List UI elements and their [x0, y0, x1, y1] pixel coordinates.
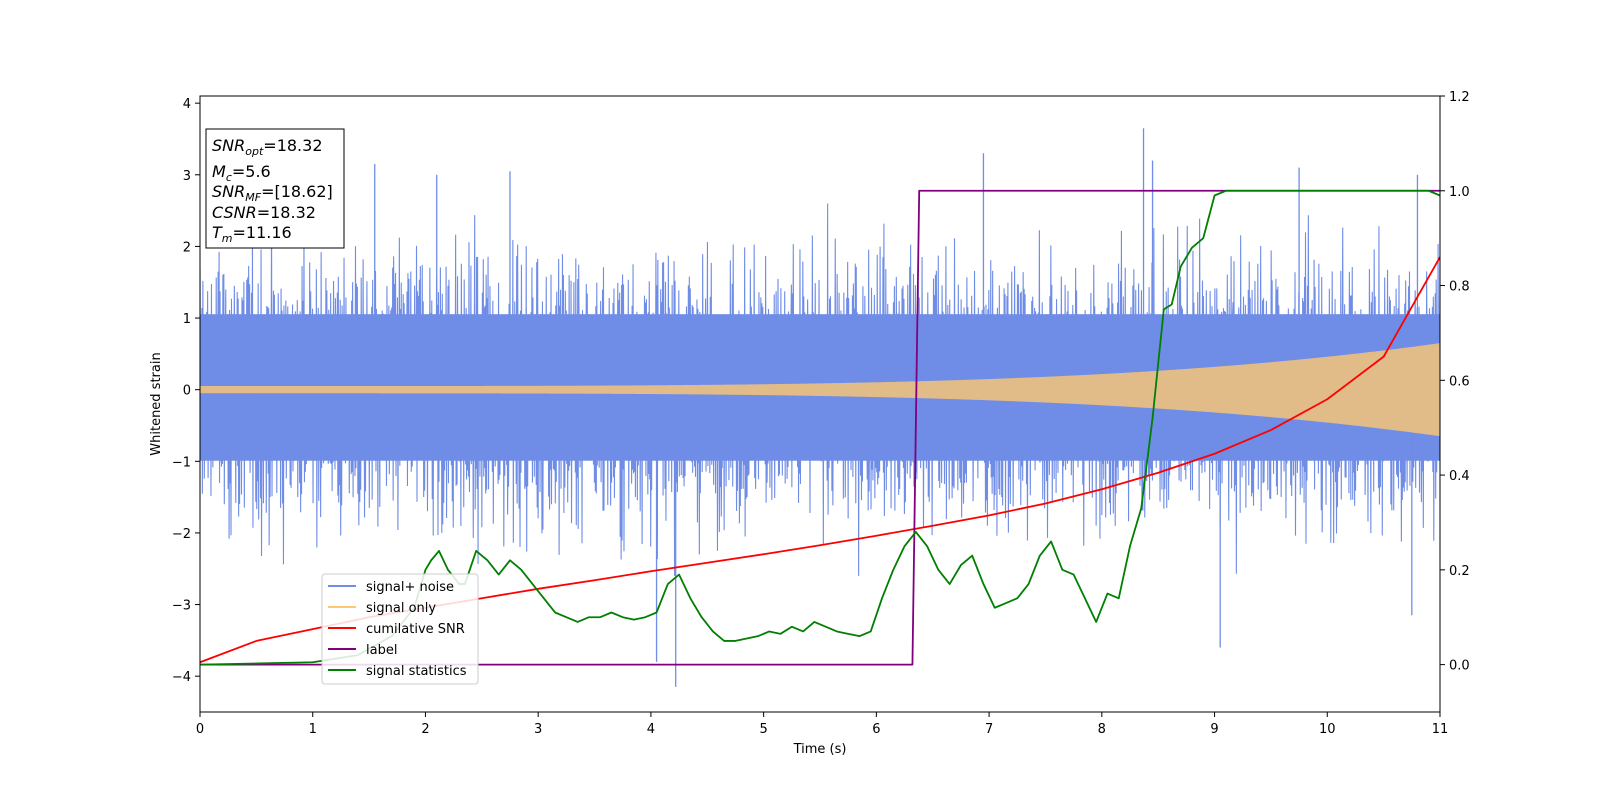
annotation-tm: Tm=11.16	[212, 223, 292, 245]
y-right-tick-label: 0.2	[1449, 564, 1470, 579]
x-tick-label: 7	[985, 722, 993, 737]
legend-frame	[321, 573, 479, 685]
legend-label-signal-noise: signal+ noise	[366, 580, 454, 595]
x-tick-label: 6	[872, 722, 880, 737]
plot-frame	[199, 95, 1441, 713]
x-axis-label: Time (s)	[793, 742, 847, 757]
legend: signal+ noise signal only cumilative SNR…	[321, 573, 479, 685]
x-tick-label: 10	[1319, 722, 1336, 737]
y-left-tick-label: 1	[183, 312, 191, 327]
annotation-snr-mf: SNRMF=[18.62]	[212, 182, 333, 204]
legend-label-label: label	[366, 643, 397, 658]
x-tick-label: 9	[1210, 722, 1218, 737]
annotation-frame	[205, 128, 345, 249]
y-right-tick-label: 1.0	[1449, 185, 1470, 200]
series-signal-only	[200, 343, 1440, 437]
x-tick-label: 8	[1098, 722, 1106, 737]
y-axis-label: Whitened strain	[149, 352, 164, 455]
y-left-tick-label: −3	[172, 599, 191, 614]
annotation-snr-opt: SNRopt=18.32	[212, 136, 323, 158]
y-right-tick-label: 0.6	[1449, 374, 1470, 389]
legend-label-cumulative-snr: cumilative SNR	[366, 622, 465, 637]
x-tick-label: 3	[534, 722, 542, 737]
legend-label-signal-only: signal only	[366, 601, 436, 616]
y-right-tick-label: 0.0	[1449, 659, 1470, 674]
annotation-box: SNRopt=18.32 Mc=5.6 SNRMF=[18.62] CSNR=1…	[205, 128, 345, 249]
x-tick-label: 1	[309, 722, 317, 737]
y-left-tick-label: −2	[172, 527, 191, 542]
x-tick-label: 2	[421, 722, 429, 737]
x-tick-label: 11	[1432, 722, 1449, 737]
y-right-tick-label: 0.8	[1449, 280, 1470, 295]
annotation-mc: Mc=5.6	[212, 162, 271, 184]
annotation-csnr: CSNR=18.32	[212, 203, 316, 222]
x-tick-label: 5	[759, 722, 767, 737]
y-left-tick-label: 3	[183, 169, 191, 184]
legend-label-signal-statistics: signal statistics	[366, 664, 467, 679]
y-left-tick-label: 2	[183, 240, 191, 255]
x-tick-label: 0	[196, 722, 204, 737]
y-left-tick-label: 4	[183, 97, 191, 112]
x-axis: 0 1 2 3 4 5 6 7 8 9 10 11	[196, 712, 1448, 737]
series-label	[200, 189, 1440, 666]
x-tick-label: 4	[647, 722, 655, 737]
y-right-tick-label: 0.4	[1449, 469, 1470, 484]
y-right-tick-label: 1.2	[1449, 90, 1470, 105]
y-left-tick-label: −1	[172, 455, 191, 470]
y-axis-right: 0.0 0.2 0.4 0.6 0.8 1.0 1.2	[1440, 90, 1470, 674]
y-axis-left: −4 −3 −2 −1 0 1 2 3 4	[172, 97, 200, 685]
y-left-tick-label: −4	[172, 670, 191, 685]
y-left-tick-label: 0	[183, 384, 191, 399]
series-signal-statistics	[200, 189, 1440, 666]
plot-series	[200, 128, 1440, 687]
